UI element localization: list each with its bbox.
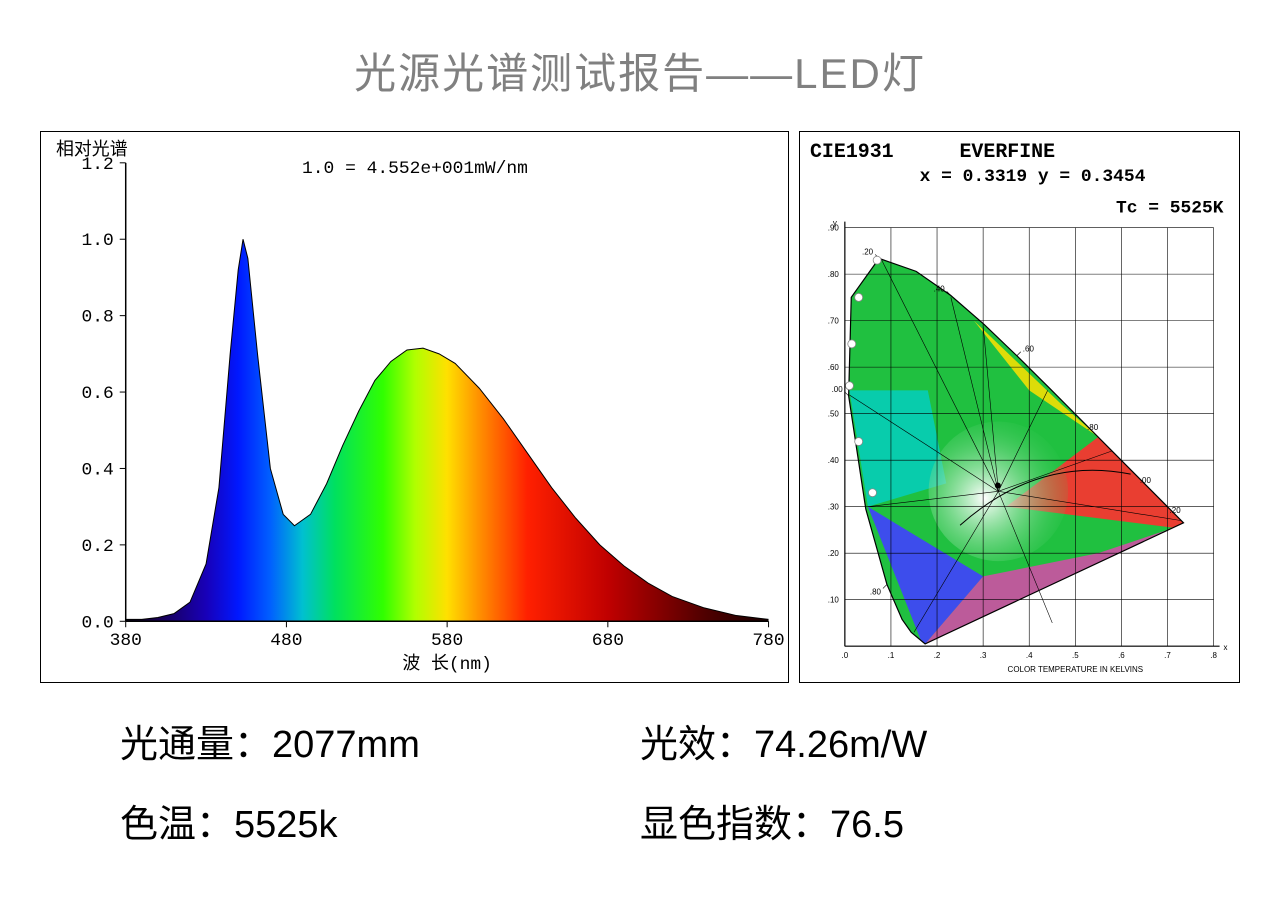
- svg-text:x = 0.3319 y = 0.3454: x = 0.3319 y = 0.3454: [920, 167, 1146, 187]
- svg-text:1.0: 1.0: [81, 231, 113, 251]
- svg-text:.8: .8: [1211, 651, 1218, 660]
- results-grid: 光通量：2077mm 光效：74.26m/W 色温：5525k 显色指数：76.…: [0, 683, 1280, 848]
- svg-text:580: 580: [431, 631, 463, 651]
- svg-text:.40: .40: [934, 284, 946, 293]
- svg-text:.20: .20: [1170, 506, 1182, 515]
- svg-text:680: 680: [592, 631, 624, 651]
- svg-text:.90: .90: [828, 224, 840, 233]
- svg-text:.20: .20: [863, 247, 875, 256]
- svg-text:.70: .70: [828, 317, 840, 326]
- cri-result: 显色指数：76.5: [640, 793, 1160, 848]
- flux-value: 2077mm: [272, 724, 420, 766]
- svg-text:.80: .80: [828, 270, 840, 279]
- cie-chart: CIE1931 EVERFINE x = 0.3319 y = 0.3454 Tc =…: [799, 131, 1240, 683]
- svg-text:.7: .7: [1165, 651, 1172, 660]
- svg-text:.6: .6: [1119, 651, 1126, 660]
- svg-text:相对光谱: 相对光谱: [56, 139, 128, 161]
- svg-text:CIE1931: CIE1931: [810, 140, 894, 163]
- charts-row: 0.00.20.40.60.81.01.2380480580680780相对光谱…: [0, 131, 1280, 683]
- svg-text:.00: .00: [1140, 476, 1152, 485]
- eff-result: 光效：74.26m/W: [640, 713, 1160, 768]
- flux-result: 光通量：2077mm: [120, 713, 640, 768]
- svg-text:0.8: 0.8: [81, 308, 113, 328]
- cie-svg: CIE1931 EVERFINE x = 0.3319 y = 0.3454 Tc =…: [800, 132, 1239, 682]
- svg-text:0.2: 0.2: [81, 537, 113, 557]
- flux-label: 光通量：: [120, 724, 272, 766]
- svg-text:波 长(nm): 波 长(nm): [402, 653, 492, 675]
- svg-text:480: 480: [270, 631, 302, 651]
- svg-text:1.0 = 4.552e+001mW/nm: 1.0 = 4.552e+001mW/nm: [302, 159, 528, 179]
- svg-text:780: 780: [752, 631, 784, 651]
- svg-text:.10: .10: [828, 596, 840, 605]
- svg-text:.80: .80: [1088, 423, 1100, 432]
- svg-text:.00: .00: [832, 385, 844, 394]
- svg-text:Tc = 5525K: Tc = 5525K: [1116, 199, 1224, 219]
- eff-value: 74.26m/W: [754, 724, 927, 766]
- spectrum-svg: 0.00.20.40.60.81.01.2380480580680780相对光谱…: [41, 132, 788, 682]
- svg-text:0.4: 0.4: [81, 460, 113, 480]
- svg-text:0.6: 0.6: [81, 384, 113, 404]
- svg-text:.2: .2: [934, 651, 941, 660]
- report-title: 光源光谱测试报告——LED灯: [0, 0, 1280, 131]
- svg-text:380: 380: [110, 631, 142, 651]
- svg-text:.5: .5: [1072, 651, 1079, 660]
- svg-text:COLOR TEMPERATURE IN KELVINS: COLOR TEMPERATURE IN KELVINS: [1008, 665, 1143, 674]
- svg-text:.1: .1: [888, 651, 895, 660]
- spectrum-chart: 0.00.20.40.60.81.01.2380480580680780相对光谱…: [40, 131, 789, 683]
- cct-label: 色温：: [120, 804, 234, 846]
- svg-text:.60: .60: [828, 363, 840, 372]
- svg-text:.0: .0: [842, 651, 849, 660]
- cri-value: 76.5: [830, 804, 904, 846]
- cri-label: 显色指数：: [640, 804, 830, 846]
- svg-text:.50: .50: [828, 410, 840, 419]
- svg-text:x: x: [1224, 643, 1228, 652]
- svg-text:.20: .20: [828, 549, 840, 558]
- cct-result: 色温：5525k: [120, 793, 640, 848]
- svg-text:.3: .3: [980, 651, 987, 660]
- eff-label: 光效：: [640, 724, 754, 766]
- svg-text:.4: .4: [1026, 651, 1033, 660]
- svg-text:.80: .80: [870, 587, 882, 596]
- cct-value: 5525k: [234, 804, 338, 846]
- svg-text:.40: .40: [828, 456, 840, 465]
- svg-text:.30: .30: [828, 503, 840, 512]
- svg-text:.60: .60: [1023, 345, 1035, 354]
- svg-text:EVERFINE: EVERFINE: [960, 140, 1056, 163]
